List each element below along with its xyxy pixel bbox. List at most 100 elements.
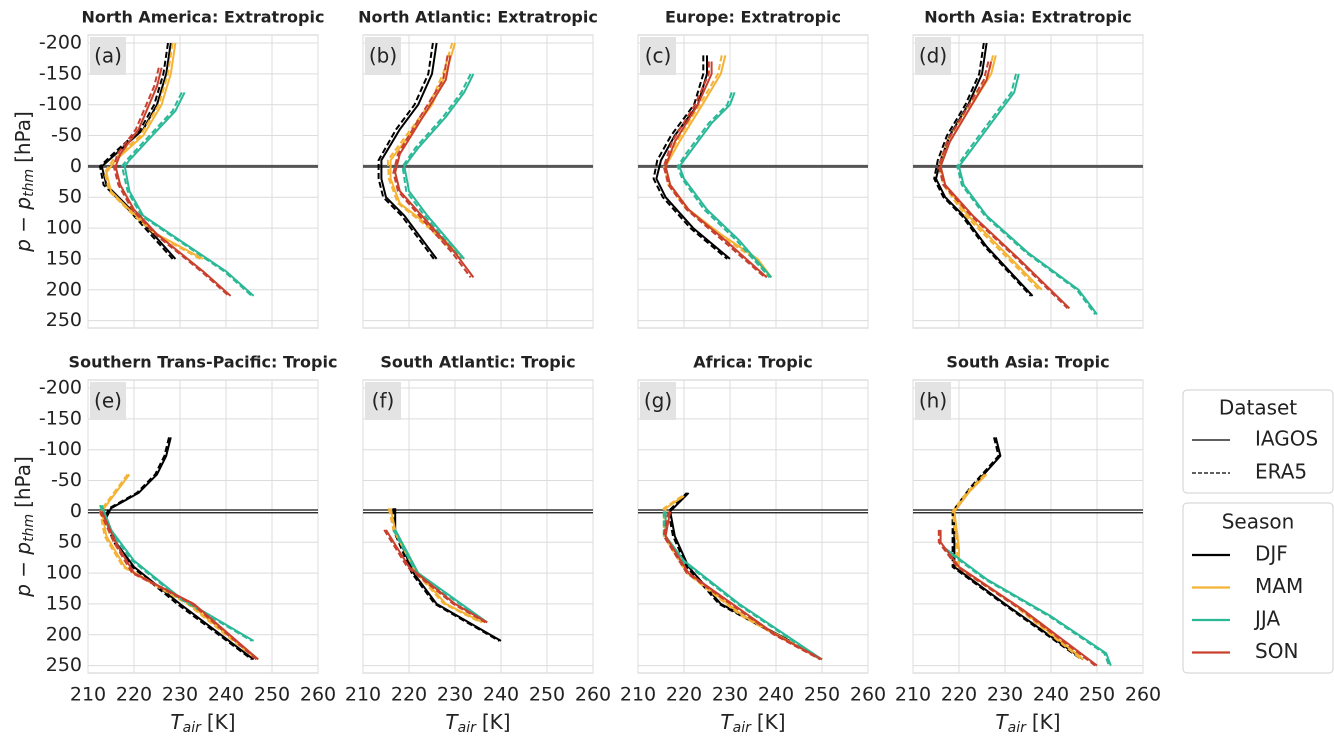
y-label-subscript: thm	[21, 169, 37, 197]
plot-area	[87, 379, 319, 674]
panel-title: South Atlantic: Tropic	[380, 353, 575, 372]
profile-line	[114, 67, 232, 297]
profile-line	[662, 61, 766, 279]
profile-line	[112, 67, 230, 297]
legend-label: IAGOS	[1255, 427, 1318, 451]
profile-line	[99, 42, 174, 260]
panel-label-box	[90, 37, 126, 75]
y-tick-label: 100	[46, 562, 82, 584]
profile-line	[121, 91, 253, 297]
y-axis-label: p − pthm [hPa]	[11, 456, 38, 598]
y-label-unit: [hPa]	[11, 111, 35, 163]
profile-line	[662, 495, 821, 661]
x-tick-label: 240	[483, 684, 519, 706]
x-label-symbol: T	[720, 710, 734, 734]
panel-title: Southern Trans-Pacific: Tropic	[69, 353, 338, 372]
y-tick-label: 100	[46, 217, 82, 239]
y-tick-label: -200	[39, 377, 82, 399]
plot-area	[637, 379, 869, 674]
profile-line	[662, 55, 771, 279]
profile-line	[392, 55, 472, 278]
profile-line	[676, 92, 771, 279]
y-axis-label: p − pthm [hPa]	[11, 111, 38, 253]
profile-line	[667, 492, 789, 642]
x-label-unit: [K]	[482, 710, 511, 734]
legend-title: Dataset	[1219, 396, 1297, 420]
x-label-unit: [K]	[757, 710, 786, 734]
x-tick-label: 220	[666, 684, 702, 706]
legend-box	[1182, 502, 1334, 674]
plot-area	[912, 34, 1144, 329]
panel-label-box	[365, 37, 401, 75]
x-tick-label: 240	[1033, 684, 1069, 706]
profile-line	[951, 437, 1082, 661]
legend-label: ERA5	[1255, 460, 1307, 484]
panel-label: (d)	[919, 44, 947, 68]
panel-label: (c)	[645, 44, 672, 68]
x-tick-label: 240	[758, 684, 794, 706]
x-tick-label: 230	[437, 684, 473, 706]
x-label-subscript: air	[1008, 720, 1027, 736]
legend-title: Season	[1222, 510, 1295, 534]
x-tick-label: 210	[895, 684, 931, 706]
x-tick-label: 210	[70, 684, 106, 706]
y-tick-label: 0	[70, 500, 82, 522]
x-tick-label: 220	[116, 684, 152, 706]
y-label-symbol: p − p	[11, 542, 35, 598]
profile-line	[103, 42, 201, 260]
profile-line	[664, 61, 768, 279]
profile-line	[933, 42, 1032, 297]
y-tick-label: -200	[39, 32, 82, 54]
plot-area	[637, 34, 869, 329]
y-tick-label: -150	[39, 407, 82, 429]
profile-line	[99, 504, 253, 642]
profile-line	[383, 529, 486, 624]
x-tick-label: 250	[804, 684, 840, 706]
panel-label-box	[90, 382, 126, 420]
panel-label: (h)	[919, 389, 947, 413]
y-tick-label: 200	[46, 278, 82, 300]
legend-label: DJF	[1255, 542, 1288, 566]
profile-line	[958, 73, 1098, 315]
panel-label: (a)	[94, 44, 122, 68]
x-tick-label: 260	[850, 684, 886, 706]
x-tick-label: 260	[300, 684, 336, 706]
plot-area	[362, 379, 594, 674]
y-tick-label: 250	[46, 654, 82, 676]
profile-line	[939, 529, 1098, 667]
y-label-unit: [hPa]	[11, 456, 35, 508]
panel-label: (e)	[94, 389, 122, 413]
profile-line	[937, 55, 1040, 291]
profile-line	[403, 73, 475, 260]
profile-line	[937, 61, 1069, 310]
x-tick-label: 230	[162, 684, 198, 706]
y-tick-label: -100	[39, 438, 82, 460]
y-tick-label: -50	[51, 469, 82, 491]
panel-title: South Asia: Tropic	[946, 353, 1109, 372]
x-tick-label: 260	[575, 684, 611, 706]
x-tick-label: 230	[987, 684, 1023, 706]
x-tick-label: 250	[529, 684, 565, 706]
panel-label-box	[640, 382, 676, 420]
x-tick-label: 250	[1079, 684, 1115, 706]
x-axis-label: Tair [K]	[995, 710, 1060, 737]
plot-area	[912, 379, 1144, 674]
profile-line	[662, 511, 821, 661]
x-label-symbol: T	[170, 710, 184, 734]
profile-line	[123, 91, 255, 297]
x-label-unit: [K]	[207, 710, 236, 734]
x-tick-label: 210	[345, 684, 381, 706]
y-label-symbol: p − p	[11, 197, 35, 253]
panel-title: Africa: Tropic	[693, 353, 812, 372]
panel-label-box	[640, 37, 676, 75]
y-tick-label: 50	[58, 186, 82, 208]
plot-area	[87, 34, 319, 329]
panel-label-box	[915, 382, 951, 420]
y-tick-label: 150	[46, 247, 82, 269]
profile-line	[99, 510, 258, 661]
x-axis-label: Tair [K]	[720, 710, 785, 737]
profile-line	[935, 42, 1034, 297]
y-tick-label: 0	[70, 155, 82, 177]
profile-line	[956, 73, 1097, 315]
